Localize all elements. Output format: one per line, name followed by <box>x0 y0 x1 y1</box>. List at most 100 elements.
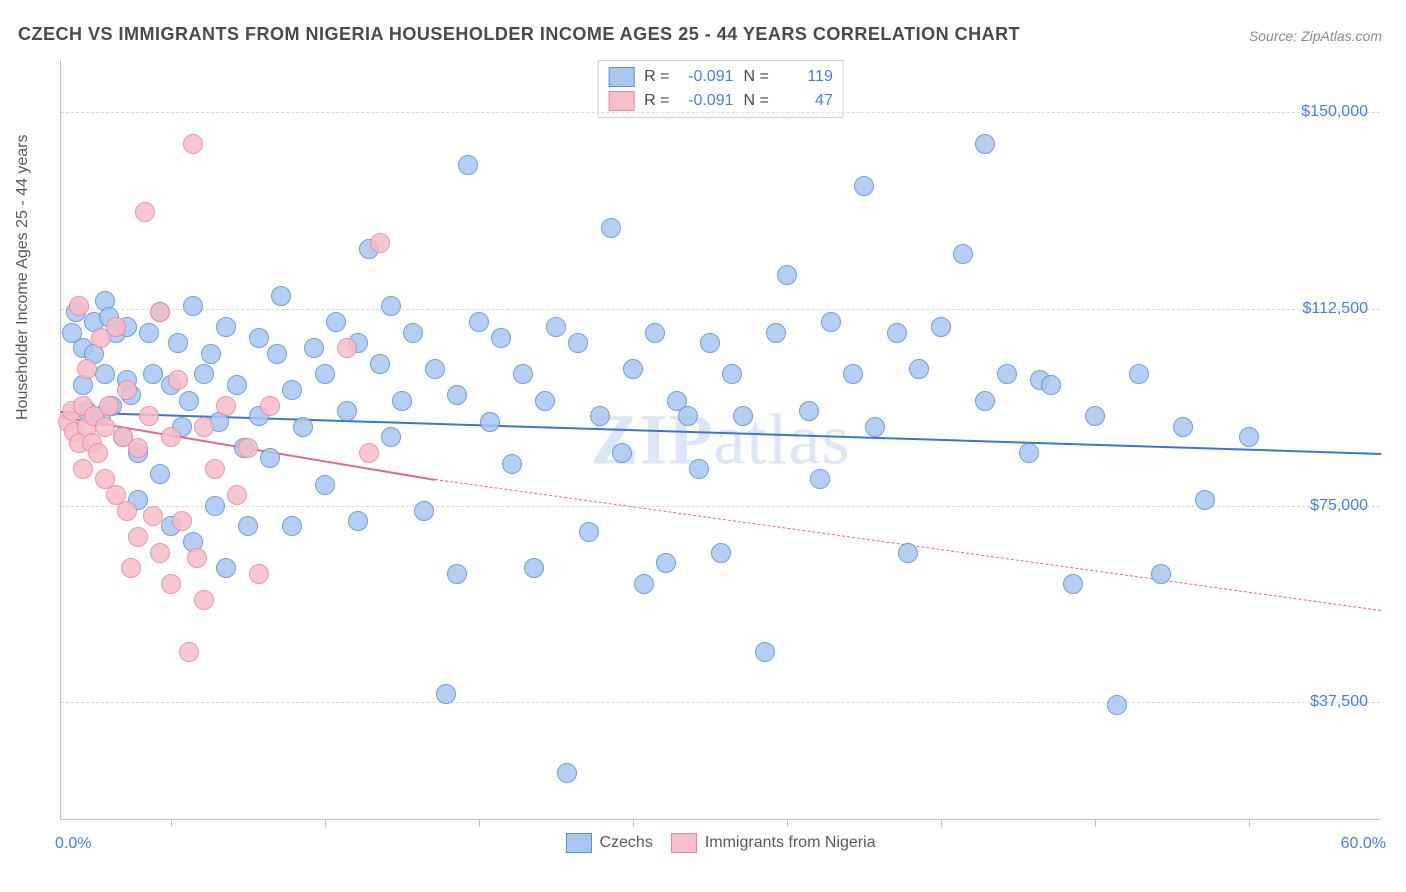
legend-row-czechs: R = -0.091 N = 119 <box>608 65 833 89</box>
scatter-plot-area: ZIPatlas R = -0.091 N = 119 R = -0.091 N… <box>60 60 1380 820</box>
n-label: N = <box>744 92 769 110</box>
y-tick-label: $37,500 <box>1310 693 1368 711</box>
data-point <box>337 401 357 421</box>
data-point <box>722 364 742 384</box>
x-tick <box>633 819 634 827</box>
gridline <box>61 112 1380 113</box>
r-label: R = <box>644 68 669 86</box>
data-point <box>271 286 291 306</box>
data-point <box>88 443 108 463</box>
data-point <box>447 385 467 405</box>
y-axis-label: Householder Income Ages 25 - 44 years <box>14 135 32 421</box>
data-point <box>216 317 236 337</box>
data-point <box>557 763 577 783</box>
data-point <box>711 543 731 563</box>
data-point <box>150 543 170 563</box>
data-point <box>689 459 709 479</box>
data-point <box>513 364 533 384</box>
data-point <box>216 396 236 416</box>
data-point <box>546 317 566 337</box>
data-point <box>810 469 830 489</box>
x-tick <box>171 819 172 827</box>
data-point <box>425 359 445 379</box>
legend-label-czechs: Czechs <box>599 834 652 852</box>
data-point <box>183 296 203 316</box>
data-point <box>150 464 170 484</box>
x-tick <box>1249 819 1250 827</box>
data-point <box>187 548 207 568</box>
data-point <box>205 496 225 516</box>
data-point <box>304 338 324 358</box>
swatch-czechs <box>608 67 634 87</box>
data-point <box>179 391 199 411</box>
data-point <box>535 391 555 411</box>
data-point <box>1107 695 1127 715</box>
data-point <box>887 323 907 343</box>
legend-label-nigeria: Immigrants from Nigeria <box>705 834 876 852</box>
data-point <box>700 333 720 353</box>
gridline <box>61 702 1380 703</box>
data-point <box>1151 564 1171 584</box>
data-point <box>502 454 522 474</box>
x-axis-end: 60.0% <box>1341 835 1386 853</box>
data-point <box>997 364 1017 384</box>
data-point <box>491 328 511 348</box>
data-point <box>1063 574 1083 594</box>
data-point <box>348 511 368 531</box>
data-point <box>623 359 643 379</box>
data-point <box>370 354 390 374</box>
data-point <box>143 506 163 526</box>
y-tick-label: $75,000 <box>1310 497 1368 515</box>
data-point <box>238 516 258 536</box>
data-point <box>260 396 280 416</box>
legend-row-nigeria: R = -0.091 N = 47 <box>608 89 833 113</box>
data-point <box>458 155 478 175</box>
data-point <box>128 527 148 547</box>
data-point <box>854 176 874 196</box>
n-value-czechs: 119 <box>779 68 833 86</box>
data-point <box>524 558 544 578</box>
legend-item-czechs: Czechs <box>565 833 652 853</box>
data-point <box>128 438 148 458</box>
swatch-nigeria <box>671 833 697 853</box>
data-point <box>1239 427 1259 447</box>
source-label: Source: ZipAtlas.com <box>1249 28 1382 44</box>
data-point <box>469 312 489 332</box>
swatch-nigeria <box>608 91 634 111</box>
data-point <box>227 485 247 505</box>
data-point <box>227 375 247 395</box>
data-point <box>843 364 863 384</box>
data-point <box>172 511 192 531</box>
data-point <box>179 642 199 662</box>
x-tick <box>1095 819 1096 827</box>
data-point <box>249 564 269 584</box>
data-point <box>579 522 599 542</box>
swatch-czechs <box>565 833 591 853</box>
data-point <box>99 396 119 416</box>
y-tick-label: $112,500 <box>1302 300 1368 318</box>
data-point <box>293 417 313 437</box>
gridline <box>61 506 1380 507</box>
x-tick <box>941 819 942 827</box>
data-point <box>69 296 89 316</box>
data-point <box>139 406 159 426</box>
data-point <box>755 642 775 662</box>
data-point <box>678 406 698 426</box>
chart-title: CZECH VS IMMIGRANTS FROM NIGERIA HOUSEHO… <box>18 24 1020 45</box>
data-point <box>194 590 214 610</box>
data-point <box>898 543 918 563</box>
data-point <box>975 391 995 411</box>
data-point <box>117 380 137 400</box>
data-point <box>645 323 665 343</box>
gridline <box>61 309 1380 310</box>
data-point <box>249 328 269 348</box>
series-legend: Czechs Immigrants from Nigeria <box>565 833 875 853</box>
x-axis-start: 0.0% <box>55 835 91 853</box>
data-point <box>282 516 302 536</box>
data-point <box>392 391 412 411</box>
n-label: N = <box>744 68 769 86</box>
data-point <box>436 684 456 704</box>
data-point <box>315 364 335 384</box>
data-point <box>1173 417 1193 437</box>
data-point <box>359 443 379 463</box>
